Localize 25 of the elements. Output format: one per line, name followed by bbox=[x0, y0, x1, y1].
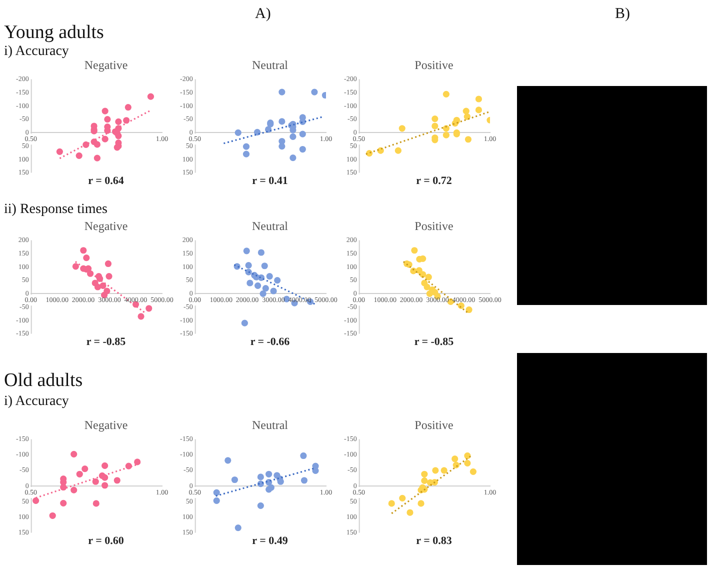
chart-title: Positive bbox=[414, 219, 454, 234]
chart-title: Negative bbox=[83, 58, 129, 73]
text: r = 0.72 bbox=[415, 175, 453, 187]
text: r = 0.83 bbox=[415, 535, 453, 547]
chart-title: Positive bbox=[414, 58, 454, 73]
chart-title: Neutral bbox=[251, 418, 289, 433]
text: Old adults bbox=[4, 370, 83, 392]
chart-title: Negative bbox=[83, 219, 129, 234]
text: r = 0.41 bbox=[251, 175, 289, 187]
text: r = -0.66 bbox=[249, 336, 291, 348]
text: ii) Response times bbox=[4, 202, 108, 218]
chart-title: Neutral bbox=[251, 58, 289, 73]
text: r = 0.60 bbox=[87, 535, 125, 547]
text: Young adults bbox=[4, 22, 104, 44]
text: r = 0.49 bbox=[251, 535, 289, 547]
text: B) bbox=[615, 6, 630, 23]
text: i) Accuracy bbox=[4, 394, 69, 410]
text: A) bbox=[255, 6, 271, 23]
chart-title: Positive bbox=[414, 418, 454, 433]
chart-title: Negative bbox=[83, 418, 129, 433]
text: r = 0.64 bbox=[87, 175, 125, 187]
chart-title: Neutral bbox=[251, 219, 289, 234]
text: i) Accuracy bbox=[4, 44, 69, 60]
text: r = -0.85 bbox=[85, 336, 127, 348]
text: r = -0.85 bbox=[413, 336, 455, 348]
